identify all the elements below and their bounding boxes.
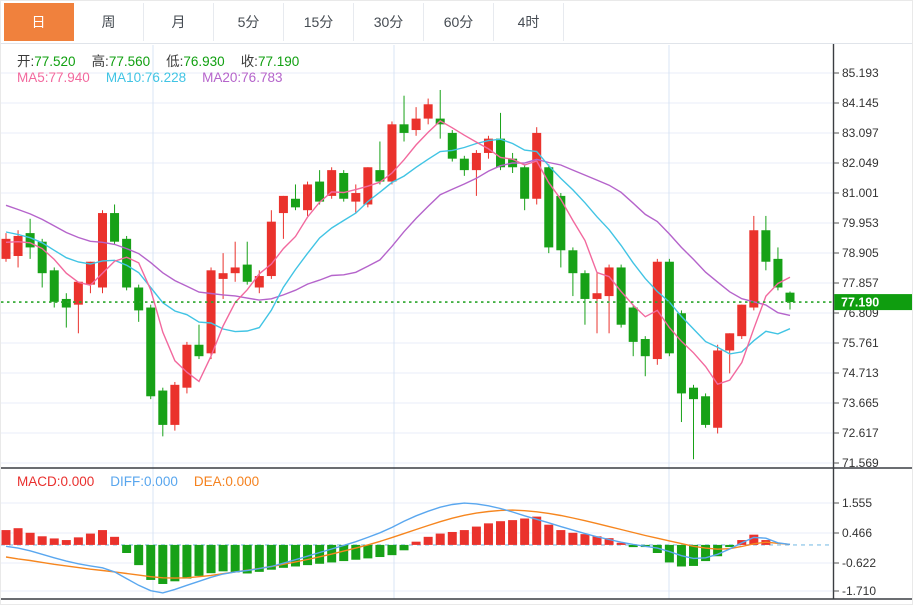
toolbar-empty-space — [564, 3, 912, 41]
legend-label: DIFF: — [110, 474, 145, 489]
tab-15min[interactable]: 15分 — [284, 3, 354, 41]
legend-label: 低: — [166, 54, 184, 69]
tab-week[interactable]: 周 — [74, 3, 144, 41]
tab-60min[interactable]: 60分 — [424, 3, 494, 41]
candles-layer — [1, 89, 795, 460]
tab-month[interactable]: 月 — [144, 3, 214, 41]
legend-label: 开: — [17, 54, 35, 69]
tab-30min[interactable]: 30分 — [354, 3, 424, 41]
legend-value: 0.000 — [60, 474, 95, 489]
legend-label: MA20: — [202, 70, 242, 85]
tab-5min[interactable]: 5分 — [214, 3, 284, 41]
svg-text:-1.710: -1.710 — [842, 584, 876, 598]
period-toolbar: 日周月 5分 15分 30分 60分 4时 — [1, 1, 912, 44]
legend-item: DIFF:0.000 — [110, 474, 178, 489]
legend-item: MACD:0.000 — [17, 474, 94, 489]
current-price-badge: 77.190 — [834, 294, 912, 311]
current-price-value: 77.190 — [841, 296, 879, 310]
ma-legend: MA5:77.940 MA10:76.228 MA20:76.783 — [17, 70, 298, 85]
macd-legend: MACD:0.000 DIFF:0.000 DEA:0.000 — [17, 474, 275, 489]
legend-label: DEA: — [193, 474, 226, 489]
legend-item: MA20:76.783 — [202, 70, 282, 85]
legend-value: 0.000 — [225, 474, 260, 489]
svg-text:81.001: 81.001 — [842, 186, 879, 200]
legend-value: 76.228 — [144, 70, 187, 85]
macd-histogram-layer — [1, 516, 771, 584]
legend-item: 收:77.190 — [241, 50, 300, 70]
legend-value: 76.783 — [241, 70, 283, 85]
ma-lines-layer — [5, 120, 791, 386]
svg-text:72.617: 72.617 — [842, 426, 879, 440]
macd-lines-layer — [5, 502, 791, 594]
tab-4hour[interactable]: 4时 — [494, 3, 564, 41]
svg-text:84.145: 84.145 — [842, 96, 879, 110]
price-axis: 85.193 84.145 83.097 82.049 81.001 79.953 78.9… — [833, 66, 879, 598]
legend-label: MA5: — [17, 70, 49, 85]
gridlines-layer — [1, 45, 833, 599]
svg-text:75.761: 75.761 — [842, 336, 879, 350]
legend-value: 76.930 — [183, 54, 225, 69]
svg-text:1.555: 1.555 — [842, 496, 872, 510]
svg-text:77.857: 77.857 — [842, 276, 879, 290]
svg-text:82.049: 82.049 — [842, 156, 879, 170]
legend-value: 77.520 — [34, 54, 76, 69]
legend-value: 77.190 — [257, 54, 300, 69]
legend-item: MA10:76.228 — [106, 70, 186, 85]
legend-item: DEA:0.000 — [194, 474, 259, 489]
svg-text:-0.622: -0.622 — [842, 556, 876, 570]
legend-value: 0.000 — [144, 474, 178, 489]
legend-label: MA10: — [105, 70, 145, 85]
legend-item: 开:77.520 — [17, 50, 76, 70]
legend-label: 收: — [240, 54, 258, 69]
svg-text:73.665: 73.665 — [842, 396, 879, 410]
svg-text:0.466: 0.466 — [842, 526, 872, 540]
svg-text:74.713: 74.713 — [842, 366, 879, 380]
legend-value: 77.560 — [108, 54, 151, 69]
legend-label: 高: — [91, 54, 109, 69]
svg-text:71.569: 71.569 — [842, 456, 879, 470]
legend-label: MACD: — [17, 474, 61, 489]
legend-value: 77.940 — [48, 70, 90, 85]
svg-text:79.953: 79.953 — [842, 216, 879, 230]
svg-text:85.193: 85.193 — [842, 66, 879, 80]
tab-day[interactable]: 日 — [4, 3, 74, 41]
legend-item: 高:77.560 — [92, 50, 151, 70]
legend-item: MA5:77.940 — [17, 70, 90, 85]
svg-text:78.905: 78.905 — [842, 246, 879, 260]
legend-item: 低:76.930 — [166, 50, 225, 70]
ohlc-legend: 开:77.520 高:77.560 低:76.930 收:77.190 — [17, 50, 315, 70]
svg-text:83.097: 83.097 — [842, 126, 879, 140]
panel-borders — [1, 44, 912, 600]
